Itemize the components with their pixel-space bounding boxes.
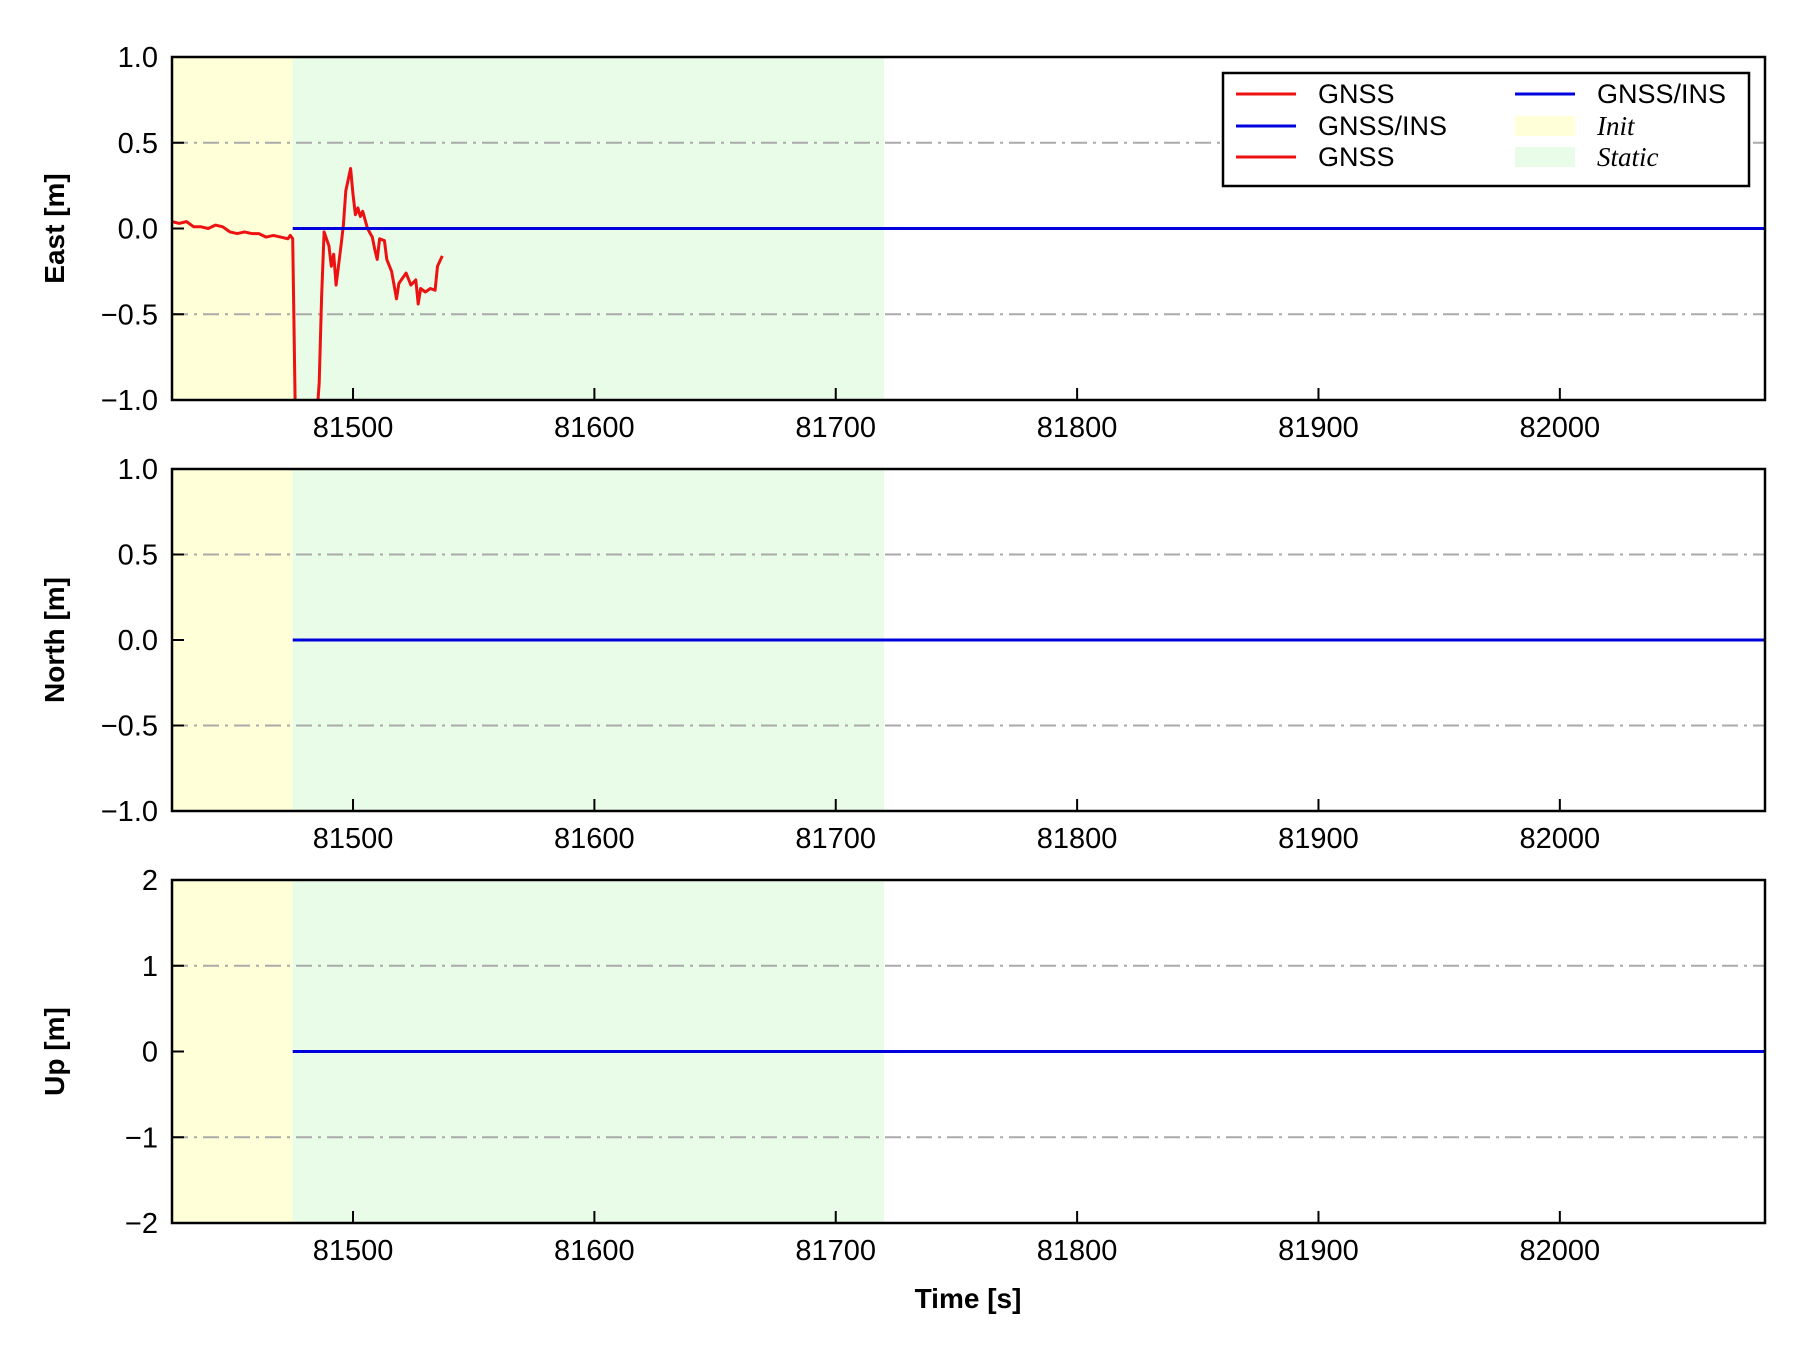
- y-tick-label: 0.5: [118, 540, 158, 572]
- x-tick-label: 81500: [313, 412, 394, 444]
- y-tick-label: −1.0: [101, 385, 158, 417]
- legend-handle-patch: [1515, 116, 1575, 136]
- y-tick-label: −1.0: [101, 796, 158, 828]
- x-tick-label: 82000: [1520, 412, 1601, 444]
- x-tick-label: 81600: [554, 412, 635, 444]
- y-tick-label: 0.0: [118, 625, 158, 657]
- x-tick-label: 81500: [313, 1235, 394, 1267]
- legend-label: GNSS: [1318, 142, 1395, 172]
- y-tick-label: −0.5: [101, 299, 158, 331]
- x-tick-label: 82000: [1520, 823, 1601, 855]
- legend-label: Static: [1597, 142, 1659, 172]
- plot-panels: 81500 81600 81700 81800 81900 82000 −1.0 −0.5 0.…: [39, 42, 1767, 1267]
- series-gnss: [172, 167, 444, 400]
- x-tick-label: 81900: [1278, 412, 1359, 444]
- region-init: [172, 880, 293, 1223]
- panel-north: 81500 81600 81700 81800 81900 82000 −1.0 −0.5 0.…: [39, 454, 1767, 855]
- y-tick-label: 1.0: [118, 42, 158, 74]
- region-init: [172, 469, 293, 811]
- y-axis-label: East [m]: [39, 173, 70, 283]
- x-tick-label: 81600: [554, 823, 635, 855]
- x-tick-label: 82000: [1520, 1235, 1601, 1267]
- x-tick-label: 81700: [795, 823, 876, 855]
- x-tick-label: 81900: [1278, 1235, 1359, 1267]
- panel-up: 81500 81600 81700 81800 81900 82000 −2 −1 0 1 2 Up …: [39, 865, 1767, 1267]
- x-tick-label: 81900: [1278, 823, 1359, 855]
- x-axis-label: Time [s]: [915, 1283, 1022, 1314]
- y-axis-label: North [m]: [39, 577, 70, 703]
- x-tick-label: 81700: [795, 1235, 876, 1267]
- legend-label: GNSS/INS: [1318, 111, 1447, 141]
- y-tick-label: 0.0: [118, 214, 158, 246]
- y-tick-label: 2: [142, 865, 158, 897]
- legend-label: Init: [1596, 111, 1636, 141]
- legend-label: GNSS: [1318, 79, 1395, 109]
- panel-east: 81500 81600 81700 81800 81900 82000 −1.0 −0.5 0.…: [39, 42, 1767, 444]
- x-tick-label: 81700: [795, 412, 876, 444]
- y-tick-label: −1: [125, 1122, 158, 1154]
- legend-frame: [1221, 71, 1751, 188]
- x-tick-label: 81800: [1037, 823, 1118, 855]
- y-tick-label: −2: [125, 1208, 158, 1240]
- x-tick-label: 81600: [554, 1235, 635, 1267]
- x-tick-label: 81800: [1037, 412, 1118, 444]
- y-tick-label: 1: [142, 951, 158, 983]
- region-init: [172, 57, 293, 400]
- x-tick-label: 81800: [1037, 1235, 1118, 1267]
- x-tick-label: 81500: [313, 823, 394, 855]
- y-tick-label: 0: [142, 1037, 158, 1069]
- y-tick-label: −0.5: [101, 711, 158, 743]
- legend-handle-patch: [1515, 147, 1575, 167]
- y-tick-label: 1.0: [118, 454, 158, 486]
- y-axis-label: Up [m]: [39, 1007, 70, 1096]
- y-tick-label: 0.5: [118, 128, 158, 160]
- legend-label: GNSS/INS: [1597, 79, 1726, 109]
